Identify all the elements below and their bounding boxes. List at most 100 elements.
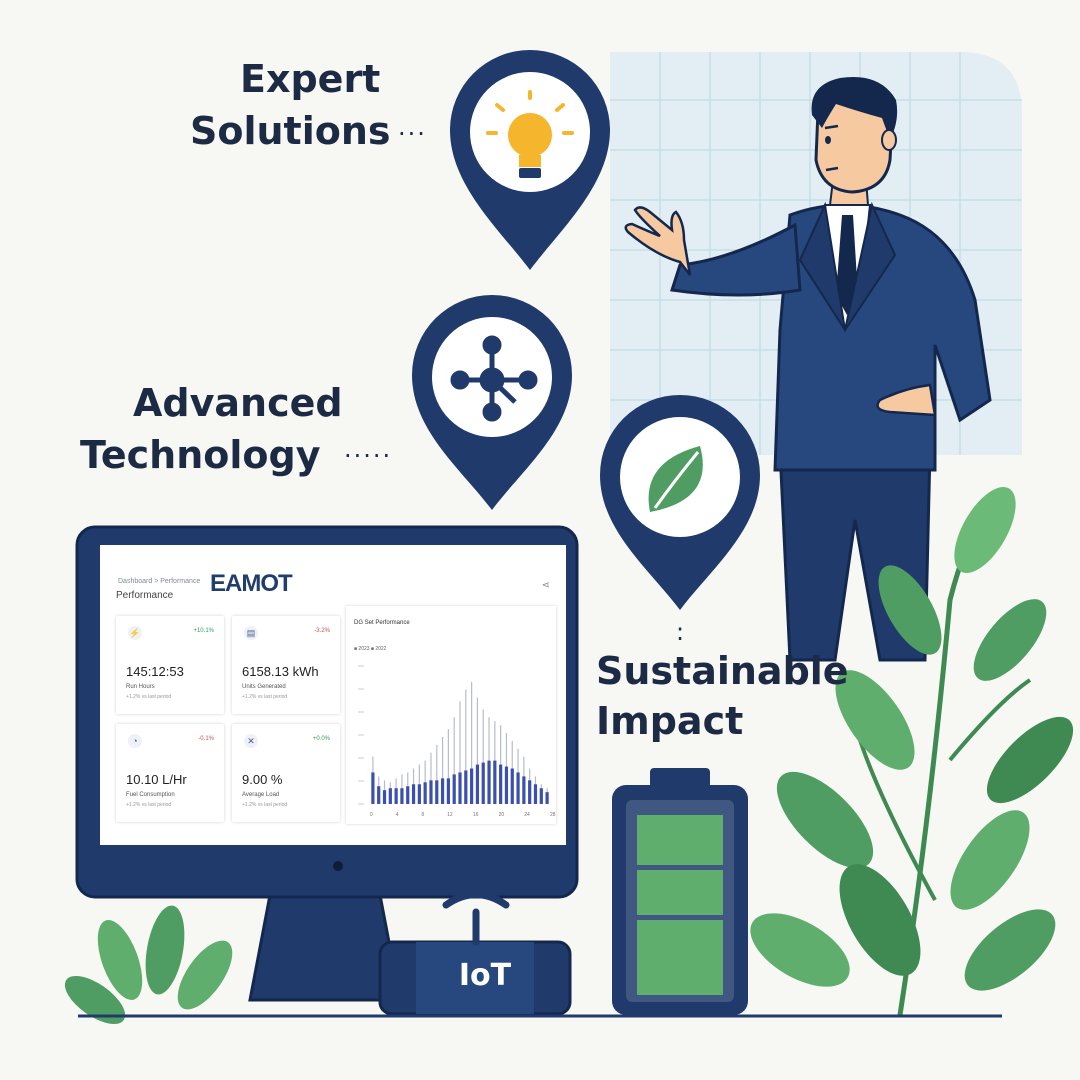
fuel-gauge-icon: ◔ [128, 734, 142, 748]
bar-series-0-10 [423, 782, 427, 804]
bar-series-1-10 [424, 760, 426, 804]
metric-delta: -0.1% [198, 736, 214, 742]
metric-delta: -3.2% [314, 628, 330, 634]
pin-advanced [412, 295, 572, 510]
label-sustainable-line2: Impact [596, 699, 744, 743]
bar-series-0-7 [406, 786, 410, 804]
metric-card-units-generated[interactable]: ▤ -3.2% 6158.13 kWh Units Generated +1.2… [232, 616, 340, 714]
bar-series-0-21 [487, 760, 491, 804]
label-expert-line2: Solutions [190, 109, 391, 153]
bar-series-0-23 [499, 764, 503, 804]
bar-series-0-27 [522, 776, 526, 804]
breadcrumb[interactable]: Dashboard > Performance [118, 578, 201, 585]
x-tick-label: 16 [473, 812, 479, 818]
metric-value: 9.00 % [242, 772, 283, 787]
bar-series-0-22 [493, 760, 497, 804]
network-nodes-icon [450, 335, 538, 422]
metric-card-average-load[interactable]: ✕ +0.0% 9.00 % Average Load +1.2% vs las… [232, 724, 340, 822]
bar-series-0-15 [452, 774, 456, 804]
metric-label: Units Generated [242, 684, 286, 690]
bar-series-0-30 [539, 788, 543, 804]
bar-series-0-12 [435, 780, 439, 804]
x-tick-label: 12 [447, 812, 453, 818]
bar-series-0-13 [440, 778, 445, 804]
plant-right [750, 487, 1074, 1016]
metric-card-fuel-consumption[interactable]: ◔ -0.1% 10.10 L/Hr Fuel Consumption +1.2… [116, 724, 224, 822]
x-tick-label: 28 [550, 812, 556, 818]
iot-device [378, 868, 572, 1016]
bar-series-0-28 [528, 780, 532, 804]
bar-series-1-20 [482, 709, 484, 804]
bar-series-0-4 [388, 788, 392, 804]
chart-legend[interactable]: ■ 2023 ■ 2022 [354, 646, 387, 652]
bar-series-0-11 [429, 780, 433, 804]
battery-icon [612, 768, 748, 1015]
bar-series-1-14 [447, 729, 449, 804]
x-tick-label: 24 [524, 812, 530, 818]
metric-value: 145:12:53 [126, 664, 184, 679]
bar-series-0-17 [464, 770, 468, 804]
leaf-icon [648, 446, 703, 512]
bar-series-1-21 [488, 717, 490, 804]
label-expert-line1: Expert [240, 57, 381, 101]
metric-label: Fuel Consumption [126, 792, 175, 798]
x-tick-label: 20 [499, 812, 505, 818]
businessman-figure [624, 76, 992, 662]
lightbulb-icon [486, 90, 574, 178]
metric-note: +1.2% vs last period [126, 802, 172, 808]
bar-series-0-19 [475, 764, 480, 804]
bar-series-1-16 [459, 701, 461, 804]
label-sustainable-line1: Sustainable [596, 649, 849, 693]
lightning-icon: ⚡ [128, 626, 142, 640]
bar-series-0-5 [394, 788, 398, 804]
metric-delta: +10.1% [193, 628, 214, 634]
metric-label: Run Hours [126, 684, 155, 690]
plant-left [64, 905, 233, 1024]
metric-note: +1.2% vs last period [242, 802, 288, 808]
bar-series-1-17 [465, 689, 467, 804]
tools-icon: ✕ [244, 734, 258, 748]
bar-series-0-2 [377, 786, 381, 804]
dots-sustainable: : [676, 618, 687, 646]
label-advanced-line1: Advanced [133, 381, 343, 425]
dashboard-screen: Dashboard > Performance Performance EAMO… [106, 548, 562, 840]
metric-value: 10.10 L/Hr [126, 772, 187, 787]
chart-title: DG Set Performance [354, 620, 410, 626]
bar-series-0-25 [510, 768, 514, 804]
metric-delta: +0.0% [312, 736, 330, 742]
metric-card-run-hours[interactable]: ⚡ +10.1% 145:12:53 Run Hours +1.2% vs la… [116, 616, 224, 714]
performance-bar-chart: 0 4 8 12 16 20 24 28 [358, 665, 556, 818]
share-icon[interactable]: ⋖ [541, 580, 550, 591]
bar-series-0-18 [470, 768, 474, 804]
bar-series-0-1 [371, 772, 375, 804]
iot-label: IoT [458, 958, 512, 993]
metric-label: Average Load [242, 792, 280, 798]
dots-expert: ··· [398, 120, 427, 148]
dots-advanced: ····· [344, 442, 393, 470]
metric-value: 6158.13 kWh [242, 664, 319, 679]
pin-expert [450, 50, 610, 270]
bar-series-1-9 [418, 764, 420, 804]
pin-sustainable [600, 395, 760, 610]
wifi-icon [428, 868, 524, 946]
meter-icon: ▤ [244, 626, 258, 640]
x-tick-label: 8 [421, 812, 424, 818]
bar-series-1-23 [500, 725, 502, 804]
bar-series-0-6 [400, 788, 404, 804]
bar-series-0-14 [446, 778, 450, 804]
performance-chart-panel: DG Set Performance ■ 2023 ■ 2022 0 4 8 12 16… [346, 606, 556, 824]
bar-series-1-13 [441, 736, 444, 804]
bar-series-0-3 [382, 790, 387, 804]
bar-series-0-16 [458, 772, 462, 804]
bar-series-1-19 [476, 697, 479, 804]
brand-logo: EAMOT [210, 570, 293, 597]
bar-series-0-31 [545, 792, 549, 804]
metric-note: +1.2% vs last period [242, 694, 288, 700]
bar-series-1-18 [471, 681, 473, 804]
bar-series-0-8 [411, 784, 416, 804]
x-tick-label: 0 [370, 812, 373, 818]
bar-series-1-12 [436, 744, 438, 804]
bar-series-0-29 [533, 784, 538, 804]
page-title: Performance [116, 590, 174, 601]
